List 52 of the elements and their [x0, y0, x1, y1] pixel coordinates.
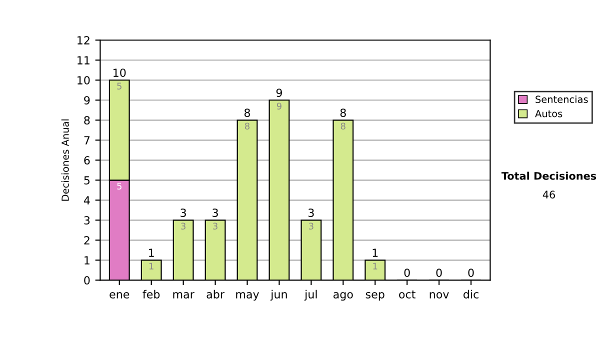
y-tick-label: 9 [84, 96, 90, 105]
data-label: 3 [309, 222, 314, 230]
total-label: 3 [180, 208, 186, 217]
x-tick-label: jun [270, 290, 287, 301]
data-label: 5 [117, 182, 122, 190]
data-label: 3 [181, 222, 186, 230]
y-tick-label: 12 [78, 36, 90, 44]
y-tick-label: 6 [84, 156, 90, 165]
text: Total Decisiones [501, 172, 596, 180]
y-tick-label: 3 [84, 216, 90, 225]
x-tick-label: jul [304, 290, 317, 301]
x-tick-label: nov [430, 292, 449, 298]
y-tick-label: 8 [84, 116, 90, 125]
total-label: 1 [149, 248, 154, 257]
x-tick-label: mar [173, 292, 194, 298]
x-tick-label: feb [142, 290, 160, 298]
y-tick-label: 11 [78, 56, 90, 64]
data-label: 1 [373, 262, 378, 270]
total-label: 0 [436, 268, 442, 278]
data-label: 1 [149, 262, 154, 270]
total-label: 3 [308, 208, 314, 217]
x-tick-label: oct [399, 290, 416, 298]
total-label: 8 [244, 108, 250, 117]
y-tick-label: 7 [84, 136, 90, 144]
data-label: 8 [340, 122, 346, 130]
total-label: 10 [114, 68, 126, 77]
y-tick-label: 1 [84, 256, 90, 264]
total-label: 1 [372, 248, 378, 257]
y-tick-label: 10 [78, 76, 90, 85]
x-tick-label: abr [206, 290, 224, 298]
text: 46 [542, 190, 555, 199]
x-tick-label: dic [464, 290, 478, 298]
legend-label: Autos [535, 110, 562, 118]
x-tick-label: sep [366, 292, 384, 301]
y-tick-label: 5 [84, 176, 90, 185]
total-label: 9 [276, 88, 282, 97]
y-tick-label: 4 [84, 196, 90, 204]
y-axis-title: Decisiones Anual [61, 119, 69, 201]
total-label: 0 [468, 268, 474, 278]
y-tick-label: 0 [84, 276, 90, 285]
x-tick-label: ene [110, 292, 130, 298]
x-tick-label: may [236, 292, 260, 301]
data-label: 3 [213, 222, 218, 230]
total-label: 8 [340, 108, 346, 117]
data-label: 8 [244, 122, 250, 130]
data-label: 9 [276, 102, 282, 110]
data-label: 5 [117, 82, 122, 90]
y-tick-label: 2 [84, 236, 90, 244]
legend-label: Sentencias [536, 95, 588, 104]
total-label: 0 [404, 268, 410, 278]
x-tick-label: ago [333, 292, 353, 301]
total-label: 3 [212, 208, 218, 217]
